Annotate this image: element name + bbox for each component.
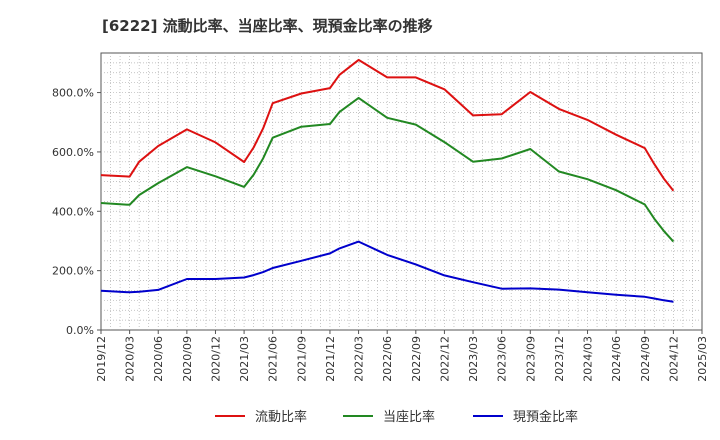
legend-label: 現預金比率 (513, 409, 578, 425)
x-axis-ticks: 2019/12 2020/03 2020/06 2020/09 2020/12 2021/… (95, 330, 709, 382)
gridlines (101, 53, 702, 330)
x-tick-label: 2022/03 (353, 336, 366, 382)
x-tick-label: 2020/09 (181, 336, 194, 382)
x-tick-label: 2022/06 (381, 336, 394, 382)
series-lines (100, 58, 675, 303)
x-tick-label: 2020/12 (209, 336, 222, 382)
y-tick-label: 800.0% (52, 87, 94, 100)
chart-title: [6222] 流動比率、当座比率、現預金比率の推移 (102, 17, 433, 35)
y-tick-label: 0.0% (66, 324, 94, 337)
series-line-2 (100, 96, 675, 243)
x-tick-label: 2024/06 (610, 336, 623, 382)
y-axis-ticks: 0.0% 200.0% 400.0% 600.0% 800.0% (52, 87, 101, 337)
legend-item: 流動比率 (215, 409, 307, 425)
y-tick-label: 600.0% (52, 146, 94, 159)
series-line-3 (100, 240, 674, 303)
x-tick-label: 2023/09 (524, 336, 537, 382)
series-line-1 (100, 58, 675, 192)
x-tick-label: 2023/06 (496, 336, 509, 382)
y-tick-label: 400.0% (52, 205, 94, 218)
x-tick-label: 2023/12 (553, 336, 566, 382)
x-tick-label: 2021/03 (238, 336, 251, 382)
x-tick-label: 2021/06 (267, 336, 280, 382)
x-tick-label: 2020/06 (152, 336, 165, 382)
x-tick-label: 2021/09 (295, 336, 308, 382)
legend: 流動比率 当座比率 現預金比率 (215, 409, 578, 425)
legend-item: 現預金比率 (473, 409, 578, 425)
x-tick-label: 2023/03 (467, 336, 480, 382)
x-tick-label: 2025/03 (696, 336, 709, 382)
x-tick-label: 2022/09 (410, 336, 423, 382)
x-tick-label: 2024/12 (667, 336, 680, 382)
legend-item: 当座比率 (343, 409, 435, 425)
legend-label: 当座比率 (383, 409, 435, 425)
x-tick-label: 2019/12 (95, 336, 108, 382)
x-tick-label: 2022/12 (438, 336, 451, 382)
x-tick-label: 2021/12 (324, 336, 337, 382)
legend-label: 流動比率 (255, 409, 307, 425)
x-tick-label: 2024/09 (639, 336, 652, 382)
x-tick-label: 2024/03 (582, 336, 595, 382)
y-tick-label: 200.0% (52, 265, 94, 278)
x-tick-label: 2020/03 (124, 336, 137, 382)
